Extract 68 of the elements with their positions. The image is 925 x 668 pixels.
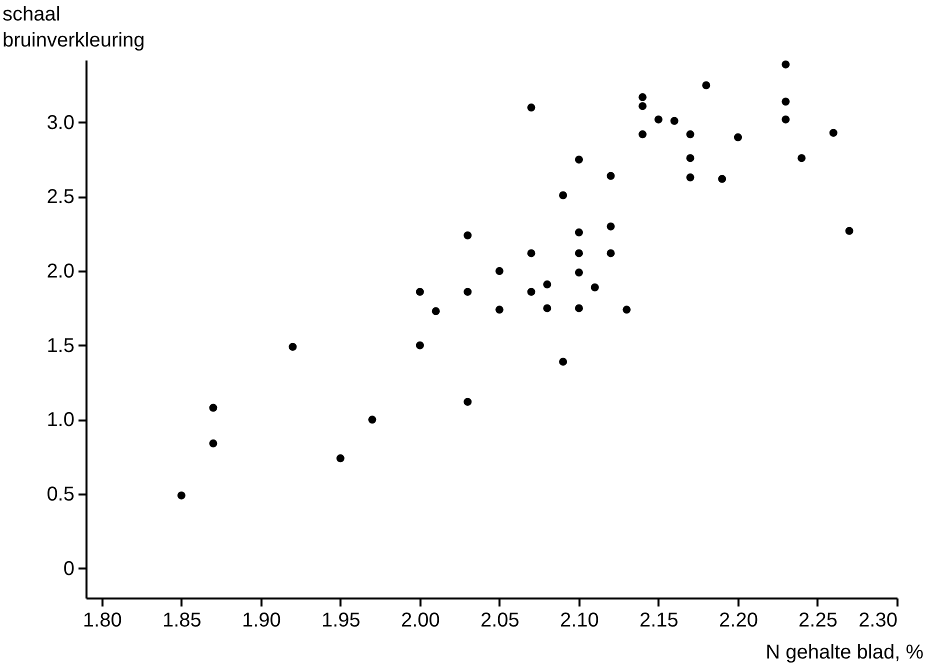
point [606, 222, 615, 230]
x-tick-label: 2.25 [798, 610, 838, 632]
point [638, 130, 647, 138]
point [177, 491, 186, 500]
point [782, 98, 790, 106]
point [495, 306, 504, 314]
point [368, 416, 376, 424]
point [686, 130, 694, 138]
point [416, 288, 424, 296]
point [686, 173, 694, 182]
point [336, 454, 344, 462]
point [782, 60, 790, 68]
point [574, 304, 583, 312]
point [718, 174, 726, 183]
point [495, 267, 504, 276]
x-tick-label: 2.15 [640, 610, 678, 632]
point [527, 288, 536, 296]
point [654, 115, 662, 124]
point [209, 404, 218, 412]
y-tick-label: 2.5 [46, 186, 74, 208]
x-tick-label: 2.10 [560, 610, 599, 632]
x-tick-label: 2.30 [858, 610, 898, 632]
point [606, 249, 615, 258]
point [670, 116, 678, 125]
point [559, 358, 568, 366]
point [527, 249, 536, 258]
y-tick-label: 0.5 [46, 483, 74, 506]
x-tick-label: 1.95 [321, 610, 360, 632]
point [432, 307, 440, 316]
x-tick-label: 1.85 [162, 610, 202, 632]
x-tick-label: 2.00 [400, 610, 440, 632]
y-tick-label: 0 [63, 558, 74, 580]
point [574, 228, 583, 236]
point [464, 231, 472, 240]
x-tick-label: 2.05 [480, 610, 520, 632]
point [543, 304, 552, 312]
point [574, 249, 583, 258]
y-tick-label: 1.5 [46, 334, 74, 357]
x-tick-label: 1.90 [242, 610, 281, 632]
point [845, 226, 854, 235]
point [574, 156, 583, 164]
point [734, 133, 742, 142]
point [559, 191, 568, 200]
point [702, 81, 710, 90]
y-tick-label: 3.0 [46, 112, 74, 134]
point [209, 439, 218, 448]
point [416, 341, 424, 350]
point [638, 93, 647, 102]
point [829, 128, 838, 137]
point [464, 288, 472, 296]
point [798, 154, 806, 162]
x-tick-label: 1.80 [82, 610, 122, 632]
y-tick-label: 2.0 [46, 260, 74, 283]
point [574, 268, 583, 277]
point [686, 154, 694, 162]
point [288, 342, 297, 351]
y-axis-title: schaal bruinverkleuring [2, 4, 145, 52]
point [782, 115, 790, 124]
x-axis-title: N gehalte blad, % [766, 642, 924, 664]
point [464, 398, 472, 406]
point [590, 283, 599, 292]
point [527, 104, 536, 112]
y-tick-label: 1.0 [46, 409, 74, 432]
point [606, 172, 615, 180]
x-tick-label: 2.20 [719, 610, 758, 632]
point [638, 102, 647, 110]
point [543, 280, 552, 288]
point [622, 306, 631, 314]
